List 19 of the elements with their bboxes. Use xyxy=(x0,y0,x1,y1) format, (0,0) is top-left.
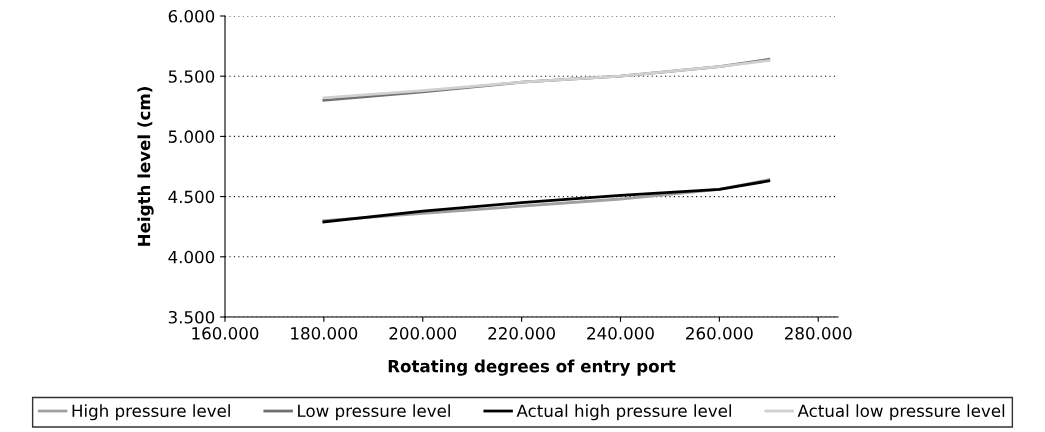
y-tick-label: 5.500 xyxy=(168,70,215,83)
x-tick-label: 180.000 xyxy=(291,327,358,340)
legend-label: High pressure level xyxy=(72,404,230,421)
y-tick-label: 5.000 xyxy=(168,130,215,143)
y-tick-label: 4.000 xyxy=(168,250,215,264)
x-tick-label: 220.000 xyxy=(488,327,555,340)
x-tick-label: 160.000 xyxy=(192,327,259,340)
x-tick-label: 200.000 xyxy=(389,327,457,340)
y-tick-label: 4.500 xyxy=(168,190,215,204)
legend-label: Actual low pressure level xyxy=(797,404,1005,421)
x-tick-label: 240.000 xyxy=(587,327,654,340)
x-tick-label: 280.000 xyxy=(784,327,852,340)
legend-label: Actual high pressure level xyxy=(516,404,731,421)
legend-label: Low pressure level xyxy=(298,404,450,421)
y-tick-label: 3.500 xyxy=(168,310,215,324)
y-axis-title: Heigth level (cm) xyxy=(137,87,154,246)
y-tick-label: 6.000 xyxy=(168,9,215,23)
x-tick-label: 260.000 xyxy=(686,327,753,340)
x-axis-title: Rotating degrees of entry port xyxy=(388,359,676,376)
